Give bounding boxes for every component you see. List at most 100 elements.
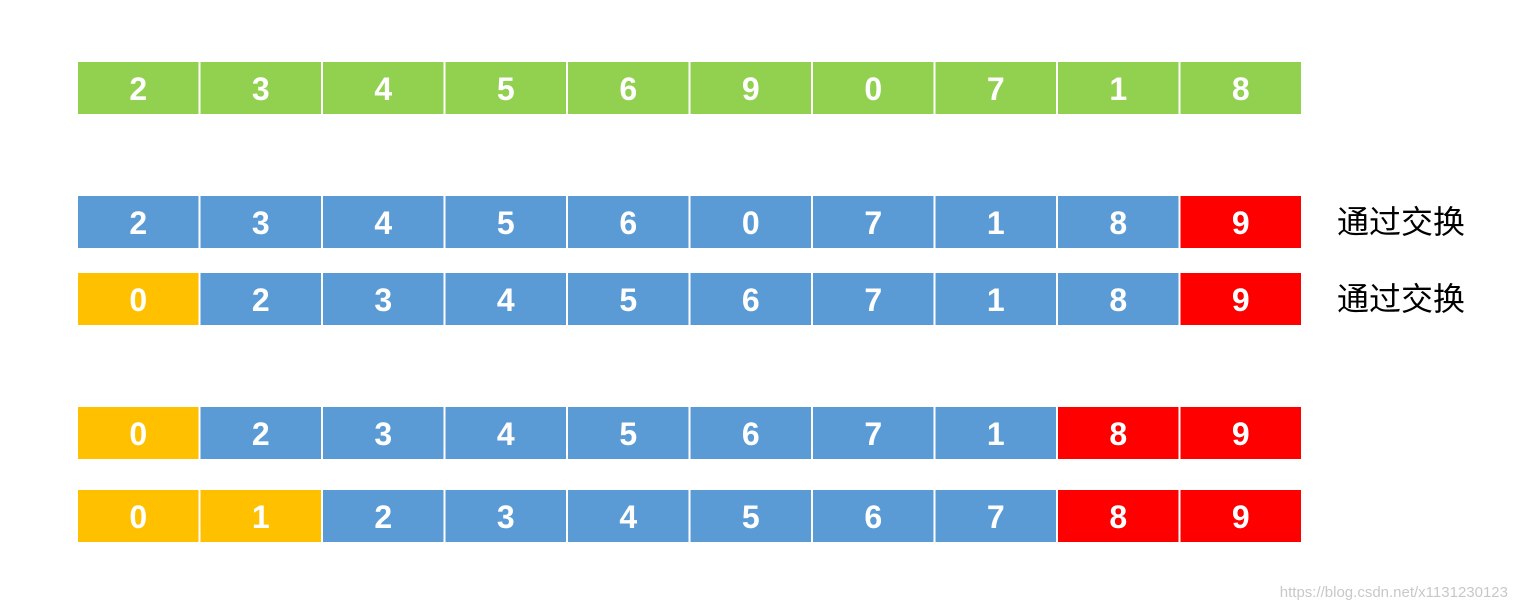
cell-value: 7 xyxy=(987,499,1005,535)
cell xyxy=(323,62,444,114)
cell-value: 3 xyxy=(374,282,392,318)
cell-value: 5 xyxy=(742,499,760,535)
cell xyxy=(1180,490,1301,542)
cell-value: 1 xyxy=(252,499,270,535)
cell xyxy=(323,407,444,459)
cell xyxy=(690,196,811,248)
cell-value: 2 xyxy=(129,71,147,107)
cell-value: 5 xyxy=(497,205,515,241)
cell xyxy=(323,273,444,325)
cell-value: 2 xyxy=(129,205,147,241)
cell xyxy=(1058,273,1179,325)
cell-value: 4 xyxy=(374,71,392,107)
cell xyxy=(445,196,566,248)
cell xyxy=(1180,62,1301,114)
cell xyxy=(1180,407,1301,459)
cell-value: 3 xyxy=(374,416,392,452)
watermark: https://blog.csdn.net/x1131230123 xyxy=(1280,584,1508,601)
cell xyxy=(690,273,811,325)
cell-value: 3 xyxy=(252,205,270,241)
cell-value: 6 xyxy=(742,282,760,318)
cell xyxy=(200,407,321,459)
cell xyxy=(1058,62,1179,114)
cell xyxy=(690,407,811,459)
cell-value: 5 xyxy=(619,416,637,452)
cell xyxy=(935,196,1056,248)
cell-value: 7 xyxy=(864,282,882,318)
cell-value: 5 xyxy=(619,282,637,318)
cell xyxy=(813,273,934,325)
cell-value: 1 xyxy=(987,416,1005,452)
cell xyxy=(690,490,811,542)
cell-value: 0 xyxy=(129,499,147,535)
cell-value: 5 xyxy=(497,71,515,107)
cell xyxy=(445,62,566,114)
cell xyxy=(78,490,199,542)
cell xyxy=(200,273,321,325)
cell-value: 8 xyxy=(1109,416,1127,452)
cell xyxy=(690,62,811,114)
cell-value: 7 xyxy=(987,71,1005,107)
cell xyxy=(813,62,934,114)
cell xyxy=(1058,490,1179,542)
cell xyxy=(78,62,199,114)
cell-value: 1 xyxy=(987,205,1005,241)
cell xyxy=(445,490,566,542)
cell xyxy=(568,196,689,248)
cell xyxy=(78,407,199,459)
cell xyxy=(935,490,1056,542)
cell-value: 6 xyxy=(864,499,882,535)
cell xyxy=(323,490,444,542)
cell-value: 9 xyxy=(1232,416,1250,452)
cell-value: 2 xyxy=(252,282,270,318)
cell xyxy=(1058,196,1179,248)
cell xyxy=(445,407,566,459)
cell-value: 4 xyxy=(497,282,515,318)
cell-value: 6 xyxy=(742,416,760,452)
cell xyxy=(1180,273,1301,325)
cell xyxy=(813,490,934,542)
cell-value: 8 xyxy=(1109,282,1127,318)
cell xyxy=(813,196,934,248)
cell-value: 9 xyxy=(1232,499,1250,535)
cell xyxy=(78,273,199,325)
cell-value: 6 xyxy=(619,205,637,241)
cell xyxy=(445,273,566,325)
cell xyxy=(813,407,934,459)
cell xyxy=(200,62,321,114)
cell-value: 2 xyxy=(252,416,270,452)
row-note: 通过交换 xyxy=(1337,203,1465,241)
cell xyxy=(568,62,689,114)
cell-value: 1 xyxy=(1109,71,1127,107)
cell-value: 3 xyxy=(252,71,270,107)
cell-value: 6 xyxy=(619,71,637,107)
cell xyxy=(568,490,689,542)
cell-value: 0 xyxy=(742,205,760,241)
cell-value: 7 xyxy=(864,416,882,452)
cell-value: 0 xyxy=(864,71,882,107)
cell xyxy=(935,62,1056,114)
cell xyxy=(935,407,1056,459)
cell xyxy=(568,407,689,459)
cell xyxy=(568,273,689,325)
cell-value: 0 xyxy=(129,416,147,452)
cell xyxy=(1180,196,1301,248)
cell-value: 3 xyxy=(497,499,515,535)
row-note: 通过交换 xyxy=(1337,280,1465,318)
cell-value: 7 xyxy=(864,205,882,241)
cell-value: 4 xyxy=(374,205,392,241)
cell-value: 9 xyxy=(742,71,760,107)
cell-value: 4 xyxy=(619,499,637,535)
cell xyxy=(200,196,321,248)
cell-value: 4 xyxy=(497,416,515,452)
cell xyxy=(935,273,1056,325)
cell xyxy=(1058,407,1179,459)
cell-value: 0 xyxy=(129,282,147,318)
cell xyxy=(78,196,199,248)
cell-value: 8 xyxy=(1109,205,1127,241)
cell-value: 9 xyxy=(1232,205,1250,241)
cell xyxy=(323,196,444,248)
cell-value: 1 xyxy=(987,282,1005,318)
